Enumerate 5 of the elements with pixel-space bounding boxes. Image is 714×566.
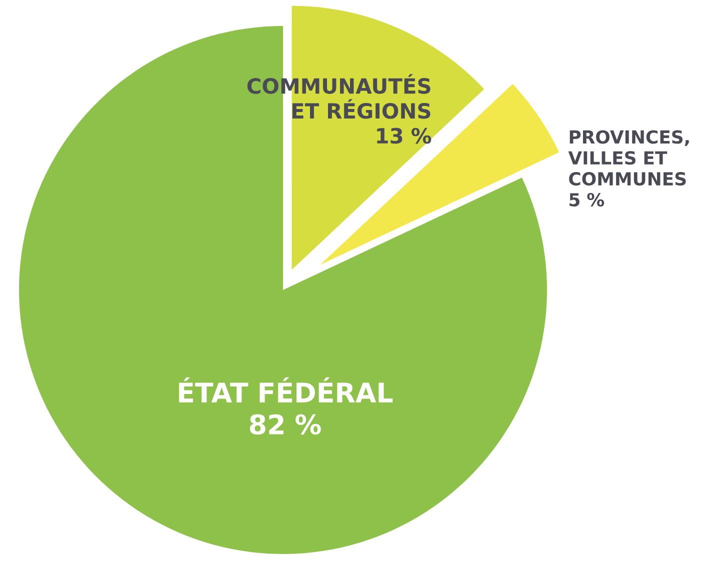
data-label: 82 %: [250, 414, 321, 435]
slice-label: ÉTAT FÉDÉRAL: [179, 377, 393, 402]
slice-label: PROVINCES, VILLES ET COMMUNES: [568, 130, 689, 186]
data-label: 13 %: [377, 128, 432, 144]
data-label: 5 %: [570, 192, 604, 207]
